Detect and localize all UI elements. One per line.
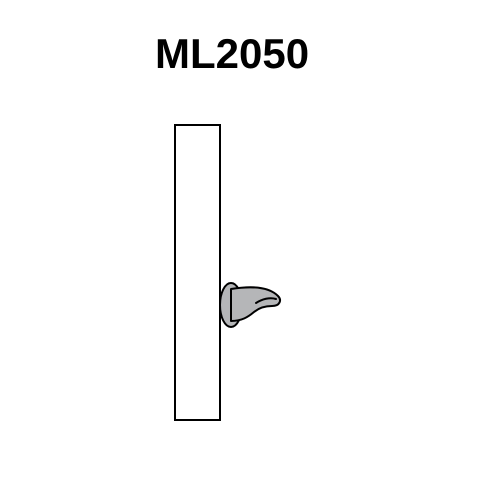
door-edge [175, 125, 220, 420]
lock-diagram [0, 0, 500, 500]
thumbturn-body [231, 287, 280, 321]
